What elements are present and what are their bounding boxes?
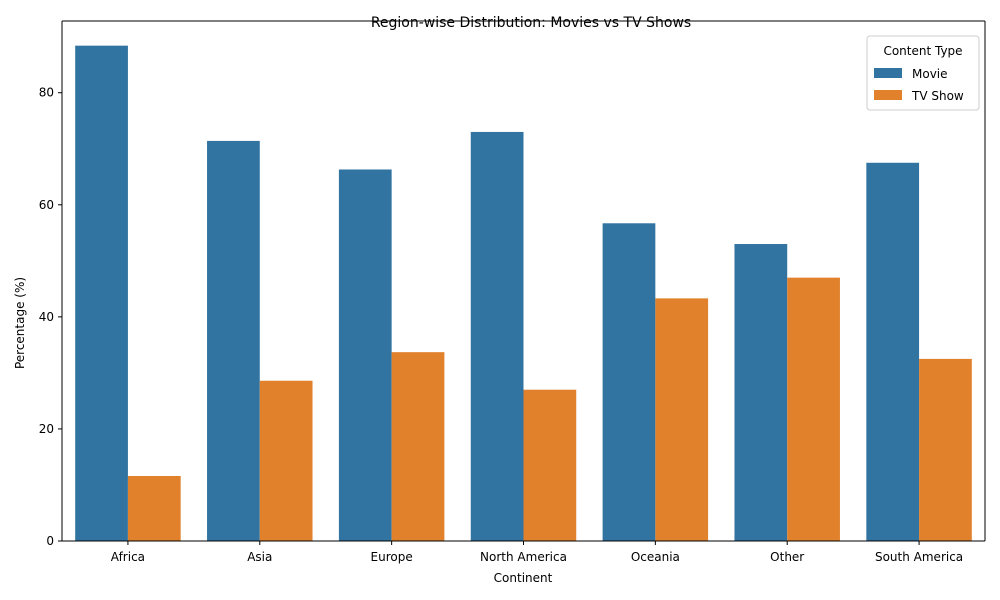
bar-tv-show-south-america <box>919 358 972 541</box>
bar-tv-show-asia <box>259 380 313 541</box>
y-axis-label: Percentage (%) <box>13 277 27 369</box>
legend-title: Content Type <box>883 44 962 58</box>
bar-tv-show-oceania <box>655 298 709 541</box>
x-axis-label: Continent <box>494 571 553 585</box>
chart-title: Region-wise Distribution: Movies vs TV S… <box>371 15 691 31</box>
y-tick-label: 80 <box>39 86 54 100</box>
x-tick-label: North America <box>480 550 567 564</box>
x-tick-label: Oceania <box>631 550 680 564</box>
legend-label-movie: Movie <box>912 67 948 81</box>
y-tick-label: 40 <box>39 310 54 324</box>
bar-movie-south-america <box>866 162 920 541</box>
bar-movie-europe <box>338 169 392 542</box>
axes-group <box>61 20 986 542</box>
y-axis-ticks: 0 20 40 60 80 <box>39 86 62 548</box>
bar-movie-oceania <box>602 223 656 541</box>
bar-movie-africa <box>75 45 128 541</box>
y-tick-label: 20 <box>39 422 54 436</box>
bar-movie-north-america <box>470 131 524 541</box>
legend-swatch-tv-show <box>874 90 902 100</box>
legend-items: Movie TV Show <box>874 67 964 103</box>
bars-group <box>75 45 972 542</box>
legend: Content Type Movie TV Show <box>866 35 980 111</box>
x-tick-label: South America <box>875 550 963 564</box>
x-tick-label: Africa <box>111 550 145 564</box>
bar-movie-other <box>734 244 788 541</box>
x-tick-label: Asia <box>247 550 272 564</box>
bar-movie-asia <box>207 140 260 541</box>
bar-tv-show-africa <box>127 476 181 541</box>
x-tick-label: Other <box>770 550 804 564</box>
y-tick-label: 60 <box>39 198 54 212</box>
bar-tv-show-other <box>787 277 840 541</box>
legend-swatch-movie <box>874 68 902 78</box>
y-tick-label: 0 <box>46 534 54 548</box>
x-axis-ticks: Africa Asia Europe North America Oceania Othe… <box>111 541 963 564</box>
x-tick-label: Europe <box>371 550 413 564</box>
bar-tv-show-north-america <box>523 389 577 541</box>
legend-label-tv-show: TV Show <box>911 89 964 103</box>
bar-tv-show-europe <box>391 352 445 541</box>
